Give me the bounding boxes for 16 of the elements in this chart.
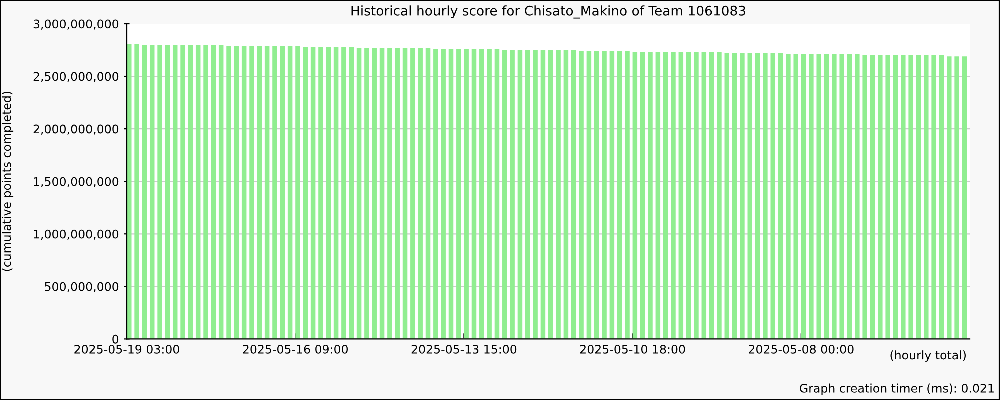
x-tick-label: 2025-05-08 00:00 <box>749 344 854 354</box>
y-tick-label: 1,500,000,000 <box>34 177 119 188</box>
text: (hourly total) <box>890 350 966 362</box>
y-tick-label: 500,000,000 <box>45 282 119 293</box>
chart-title: Historical hourly score for Chisato_Makino of Team 1061083 <box>352 6 746 19</box>
y-tick-label: 0 <box>112 334 119 344</box>
y-tick-label: 2,500,000,000 <box>34 72 119 82</box>
y-tick-label: 1,000,000,000 <box>34 230 119 240</box>
x-tick-label: 2025-05-16 09:00 <box>243 344 348 354</box>
x-tick-label: 2025-05-10 18:00 <box>580 344 686 354</box>
x-tick-label: 2025-05-19 03:00 <box>74 344 180 354</box>
y-tick-label: 2,000,000,000 <box>34 124 119 135</box>
text: Graph creation timer (ms): 0.021 <box>800 384 994 396</box>
y-tick-label: 3,000,000,000 <box>34 20 119 30</box>
x-tick-label: 2025-05-13 15:00 <box>412 344 517 354</box>
y-axis-title: (cumulative points completed) <box>2 92 14 272</box>
